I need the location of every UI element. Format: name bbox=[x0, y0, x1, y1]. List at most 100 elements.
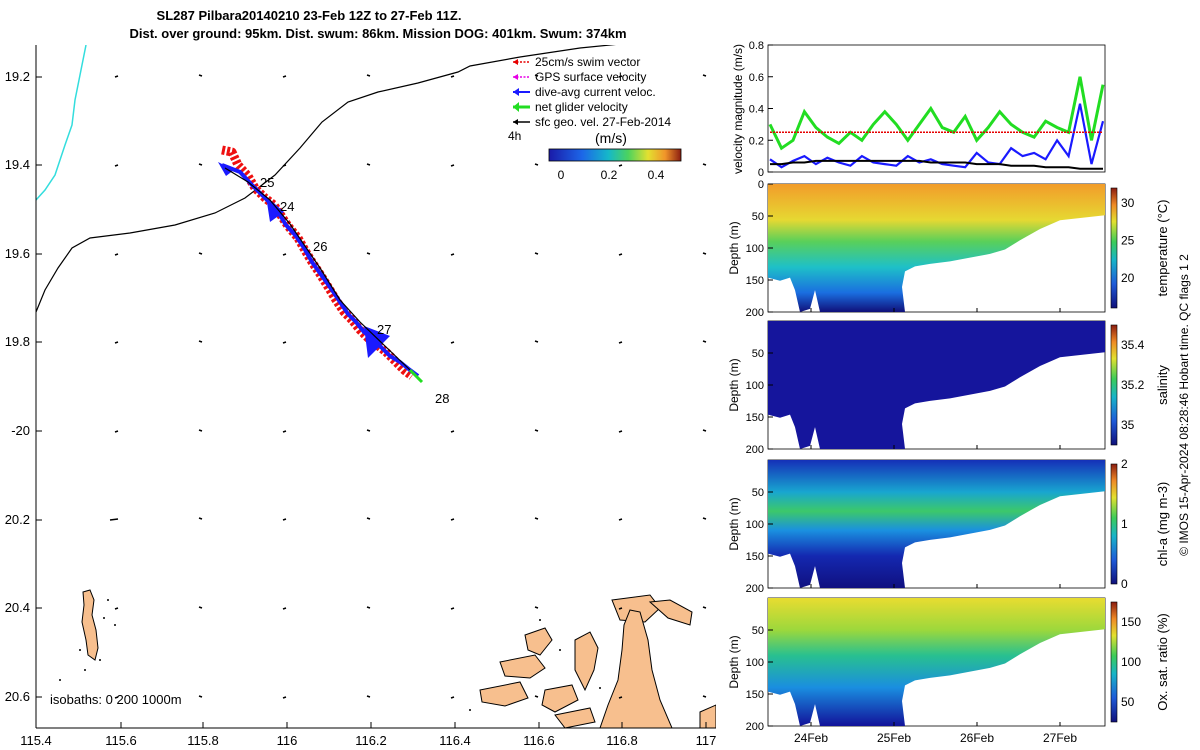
section-colorbar bbox=[1110, 601, 1118, 723]
geo-arrow bbox=[282, 518, 287, 521]
geo-arrow bbox=[198, 74, 203, 77]
colorbar-label: temperature (°C) bbox=[1155, 200, 1170, 297]
geo-arrow bbox=[450, 164, 455, 167]
depth-tick-label: 50 bbox=[752, 487, 764, 499]
velocity-y-axis: 0 0.2 0.4 0.6 0.8 bbox=[749, 40, 773, 179]
geo-arrow bbox=[450, 518, 455, 521]
geo-velocity-arrows bbox=[109, 74, 707, 699]
map-ytick-label: 19.6 bbox=[5, 246, 30, 261]
series-sfc-geo-vel-27-feb-2014 bbox=[770, 159, 1103, 170]
geo-arrow bbox=[198, 517, 203, 520]
legend-gps: GPS surface velocity bbox=[535, 70, 646, 84]
geo-arrow bbox=[282, 607, 287, 610]
geo-arrow bbox=[450, 430, 455, 433]
current-arrowhead-3 bbox=[364, 326, 390, 358]
geo-arrow bbox=[702, 340, 707, 343]
geo-arrow bbox=[534, 517, 539, 520]
geo-arrow bbox=[534, 429, 539, 432]
geo-arrow bbox=[366, 429, 371, 432]
geo-arrow bbox=[114, 696, 119, 699]
geo-arrow bbox=[282, 253, 287, 256]
geo-arrow bbox=[114, 164, 119, 167]
colorbar-tick-label: 25 bbox=[1121, 234, 1135, 248]
map-xtick-label: 115.6 bbox=[105, 733, 137, 748]
geo-arrow bbox=[366, 74, 371, 77]
depth-tick-label: 200 bbox=[746, 307, 764, 319]
depth-tick-label: 100 bbox=[746, 657, 764, 669]
geo-arrow bbox=[198, 252, 203, 255]
day-label-26: 26 bbox=[313, 239, 327, 254]
geo-arrow bbox=[114, 75, 119, 78]
imos-credit: © IMOS 15-Apr-2024 08:28:46 Hobart time.… bbox=[1177, 254, 1191, 556]
geo-arrow bbox=[618, 341, 623, 344]
geo-arrow bbox=[282, 75, 287, 78]
geo-arrow bbox=[618, 607, 623, 610]
colorbar-label: salinity bbox=[1155, 365, 1170, 405]
depth-tick-label: 50 bbox=[752, 625, 764, 637]
map-xtick-label: 116.8 bbox=[606, 733, 638, 748]
depth-tick-label: 200 bbox=[746, 444, 764, 456]
velocity-ylabel: velocity magnitude (m/s) bbox=[731, 44, 745, 174]
glider-track bbox=[218, 145, 424, 384]
day-label-24: 24 bbox=[280, 199, 294, 214]
velocity-panel: 0 0.2 0.4 0.6 0.8 velocity magnitude (m/s) bbox=[731, 40, 1106, 179]
isobaths-label: isobaths: 0 200 1000m bbox=[50, 692, 182, 707]
geo-arrow bbox=[198, 163, 203, 166]
geo-arrow bbox=[109, 518, 119, 521]
map-y-axis: 19.2 19.4 19.6 19.8 -20 20.2 20.4 20.6 bbox=[5, 69, 42, 704]
geo-arrow bbox=[618, 518, 623, 521]
depth-tick-label: 200 bbox=[746, 721, 764, 733]
geo-arrow bbox=[534, 606, 539, 609]
depth-label: Depth (m) bbox=[727, 635, 741, 688]
geo-arrow bbox=[282, 430, 287, 433]
geo-arrow bbox=[366, 252, 371, 255]
map-xtick-label: 116 bbox=[277, 733, 298, 748]
colorbar-tick-label: 35 bbox=[1121, 418, 1135, 432]
geo-arrow bbox=[702, 252, 707, 255]
map-xtick-label: 115.8 bbox=[187, 733, 219, 748]
geo-arrow bbox=[618, 164, 623, 167]
day-label-25: 25 bbox=[260, 175, 274, 190]
depth-tick-label: 50 bbox=[752, 211, 764, 223]
map-frame bbox=[36, 45, 716, 728]
colorbar-tick-label: 0 bbox=[1121, 577, 1128, 591]
legend-current: dive-avg current veloc. bbox=[535, 85, 656, 99]
geo-arrow bbox=[114, 430, 119, 433]
depth-tick-label: 150 bbox=[746, 275, 764, 287]
colorbar-tick-label: 50 bbox=[1121, 695, 1135, 709]
geo-arrow bbox=[702, 429, 707, 432]
geo-arrow bbox=[534, 163, 539, 166]
geo-arrow bbox=[534, 695, 539, 698]
geo-arrow bbox=[702, 517, 707, 520]
map-x-axis: 115.4 115.6 115.8 116 116.2 116.4 116.6 116.8 11… bbox=[20, 722, 716, 748]
colorbar-tick-label: 30 bbox=[1121, 196, 1135, 210]
depth-label: Depth (m) bbox=[727, 497, 741, 550]
geo-arrow bbox=[534, 74, 539, 77]
depth-label: Depth (m) bbox=[727, 358, 741, 411]
vel-ytick-label: 0.4 bbox=[749, 104, 764, 116]
map-panel: 25 24 26 27 28 115.4 115.6 115.8 116 116.2 11… bbox=[5, 45, 716, 748]
geo-arrow bbox=[534, 252, 539, 255]
map-xtick-label: 116.6 bbox=[523, 733, 555, 748]
land-masses bbox=[81, 589, 716, 728]
geo-arrow bbox=[702, 695, 707, 698]
title-line-2: Dist. over ground: 95km. Dist. swum: 86k… bbox=[129, 26, 626, 41]
geo-arrow bbox=[366, 695, 371, 698]
geo-arrow bbox=[450, 607, 455, 610]
geo-arrow bbox=[450, 253, 455, 256]
net-velocity-end bbox=[408, 368, 424, 384]
legend-net: net glider velocity bbox=[535, 100, 628, 114]
velocity-series bbox=[768, 76, 1105, 170]
colorbar-tick-label: 20 bbox=[1121, 271, 1135, 285]
colorbar-label: chl-a (mg m-3) bbox=[1155, 482, 1170, 567]
map-legend: 25cm/s swim vector GPS surface velocity … bbox=[508, 55, 682, 182]
geo-arrow bbox=[450, 696, 455, 699]
colorbar-tick-0: 0 bbox=[558, 168, 565, 182]
vel-ytick-label: 0.6 bbox=[749, 72, 764, 84]
day-label-27: 27 bbox=[377, 322, 391, 337]
geo-track-line bbox=[224, 167, 411, 371]
map-xtick-label: 117 bbox=[696, 733, 717, 748]
time-label: 4h bbox=[508, 129, 521, 143]
colorbar-title: (m/s) bbox=[595, 130, 627, 146]
